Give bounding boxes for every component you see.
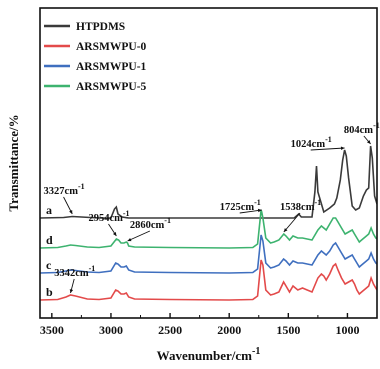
annotation-arrowhead-2 — [366, 140, 371, 144]
annotation-arrowhead-3 — [112, 232, 117, 236]
curve-letter-b: b — [46, 285, 53, 299]
annotation-arrow-4 — [127, 230, 151, 242]
annotation-arrowhead-5 — [257, 208, 262, 213]
x-tick-label-3000: 3000 — [99, 323, 123, 337]
legend-label-b: ARSMWPU-0 — [76, 41, 147, 53]
legend-label-d: ARSMWPU-5 — [76, 81, 147, 93]
legend-label-a: HTPDMS — [76, 21, 125, 33]
series-line-a — [40, 145, 377, 219]
annotation-arrowhead-6 — [283, 228, 288, 232]
x-tick-label-1000: 1000 — [335, 323, 359, 337]
series-line-c — [40, 234, 377, 274]
annotation-arrowhead-4 — [127, 237, 132, 242]
x-tick-label-2500: 2500 — [158, 323, 182, 337]
annotation-arrowhead-1 — [340, 146, 345, 150]
annotation-arrowhead-0 — [69, 210, 73, 214]
annotation-2: 804cm-1 — [344, 121, 380, 136]
annotation-arrow-1 — [310, 147, 345, 151]
annotation-arrow-5 — [239, 209, 262, 214]
annotation-0: 3327cm-1 — [44, 182, 85, 197]
curve-letter-c: c — [46, 258, 52, 272]
x-tick-label-3500: 3500 — [40, 323, 64, 337]
y-axis-label: Transmittance/% — [6, 114, 21, 211]
curve-letter-d: d — [46, 233, 53, 247]
annotation-5: 1725cm-1 — [220, 198, 261, 213]
annotation-4: 2860cm-1 — [130, 216, 171, 231]
legend-label-c: ARSMWPU-1 — [76, 61, 147, 73]
series-line-b — [40, 259, 377, 301]
plot-frame — [39, 7, 378, 319]
annotation-6: 1538cm-1 — [280, 198, 321, 213]
annotation-arrowhead-7 — [69, 289, 74, 293]
series-line-d — [40, 209, 377, 249]
annotation-3: 2954cm-1 — [88, 209, 129, 224]
x-tick-label-2000: 2000 — [217, 323, 241, 337]
x-axis-label: Wavenumber/cm-1 — [157, 346, 261, 363]
annotation-arrow-6 — [283, 212, 301, 233]
annotation-1: 1024cm-1 — [291, 135, 332, 150]
x-tick-label-1500: 1500 — [276, 323, 300, 337]
curve-letter-a: a — [46, 203, 52, 217]
annotation-7: 3342cm-1 — [54, 264, 95, 279]
